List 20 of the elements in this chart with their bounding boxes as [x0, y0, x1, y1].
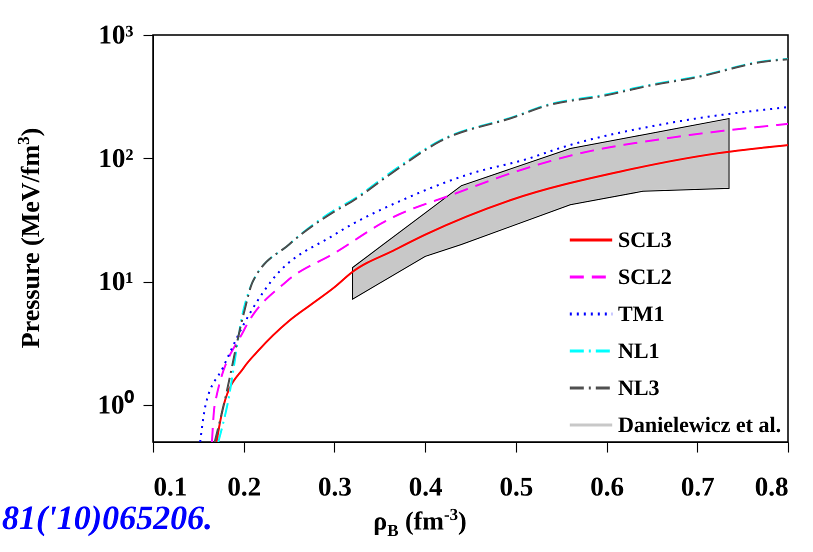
legend-label: SCL2: [618, 264, 672, 289]
x-tick-label: 0.6: [590, 472, 624, 502]
x-tick-label: 0.2: [227, 472, 262, 502]
y-tick-label: 10¹: [98, 266, 134, 296]
x-tick-label: 0.3: [318, 472, 352, 502]
x-tick-label: 0.8: [754, 472, 788, 502]
y-tick-label: 10²: [98, 142, 134, 173]
legend-label: SCL3: [618, 227, 672, 252]
y-tick-label: 10³: [98, 20, 134, 50]
legend-label: TM1: [618, 301, 664, 326]
x-tick-label: 0.7: [680, 472, 715, 502]
legend-label: NL1: [618, 338, 660, 363]
legend-label: NL3: [618, 375, 660, 400]
x-tick-label: 0.1: [154, 472, 188, 502]
x-tick-label: 0.5: [499, 472, 534, 502]
x-tick-label: 0.4: [408, 472, 443, 502]
legend-label: Danielewicz et al.: [618, 412, 782, 437]
y-tick-label: 10⁰: [98, 389, 134, 420]
text: 81('10)065206.: [2, 500, 213, 538]
x-axis-title: ρ$_{B}$ (fm$^{-3}$): [373, 505, 467, 541]
